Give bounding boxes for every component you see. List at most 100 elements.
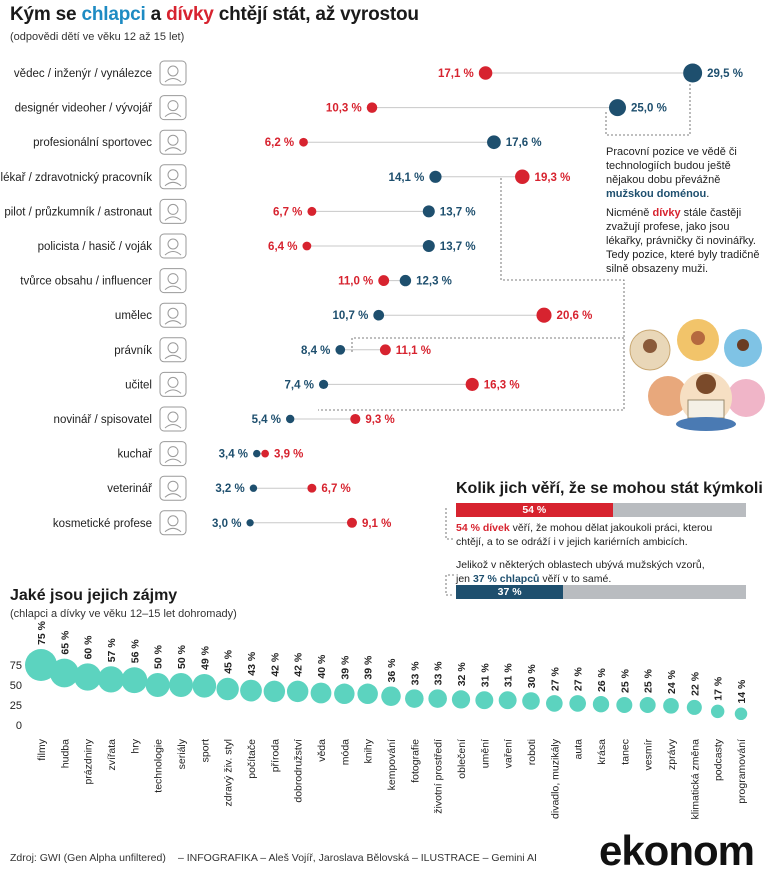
boys-dot xyxy=(318,379,329,390)
interest-value-label: 32 % xyxy=(456,662,468,687)
boys-belief-text: Jelikož v některých oblastech ubývá mužs… xyxy=(456,559,705,585)
category-label: profesionální sportovec xyxy=(33,137,152,149)
girls-value-label: 11,1 % xyxy=(396,345,431,357)
interest-category-label: vesmír xyxy=(643,738,655,770)
category-label: vědec / inženýr / vynálezce xyxy=(14,68,152,80)
interest-value-label: 25 % xyxy=(643,668,655,693)
girls-value-label: 16,3 % xyxy=(484,379,520,391)
boys-value-label: 3,0 % xyxy=(212,518,241,530)
interest-category-label: hry xyxy=(129,738,141,753)
interest-category-label: knihy xyxy=(363,738,375,763)
girls-dot xyxy=(346,517,357,528)
interest-bubble xyxy=(546,695,563,712)
interests-title: Jaké jsou jejich zájmy xyxy=(10,587,178,604)
airplane-icon xyxy=(159,198,187,224)
interest-value-label: 27 % xyxy=(549,666,561,691)
girls-belief-track: 54 % xyxy=(456,503,746,517)
boys-dot xyxy=(487,135,501,150)
category-label: učitel xyxy=(125,379,152,391)
girls-dot xyxy=(478,66,493,80)
y-tick-label: 25 xyxy=(10,700,22,712)
interest-bubble xyxy=(145,673,170,697)
boys-dot xyxy=(429,170,442,183)
interest-value-label: 65 % xyxy=(59,630,71,655)
category-label: tvůrce obsahu / influencer xyxy=(20,276,152,288)
interest-bubble xyxy=(522,692,540,710)
boys-dot xyxy=(609,99,626,117)
interest-bubble xyxy=(357,683,378,705)
gamepad-icon xyxy=(159,95,187,121)
boys-value-label: 10,7 % xyxy=(333,310,369,322)
girls-dot xyxy=(515,169,530,185)
music-notes-icon xyxy=(159,302,187,328)
chef-icon xyxy=(159,441,187,467)
girls-dot xyxy=(299,137,308,147)
boys-value-label: 5,4 % xyxy=(252,414,281,426)
doctor-icon xyxy=(159,164,187,190)
interest-category-label: kempování xyxy=(386,739,398,790)
boys-value-label: 14,1 % xyxy=(389,172,425,184)
interest-category-label: technologie xyxy=(153,739,165,793)
title-boys-word: chlapci xyxy=(81,4,146,25)
interest-category-label: prázdniny xyxy=(83,738,95,784)
category-label: lékař / zdravotnický pracovník xyxy=(1,172,153,184)
interest-category-label: sport xyxy=(199,739,211,762)
girls-dot xyxy=(378,275,390,287)
interest-category-label: vaření xyxy=(503,739,515,768)
journalist-icon xyxy=(159,406,187,432)
interest-bubble xyxy=(97,666,125,693)
boys-value-label: 12,3 % xyxy=(416,276,452,288)
interest-value-label: 42 % xyxy=(293,652,305,677)
connector-line-boys xyxy=(445,574,454,596)
boys-dot xyxy=(422,205,435,218)
category-label: kosmetické profese xyxy=(53,518,152,530)
main-title: Kým se chlapci a dívky chtějí stát, až v… xyxy=(10,4,419,25)
interest-bubble xyxy=(734,707,748,721)
children-illustration xyxy=(629,319,765,431)
interest-bubble xyxy=(74,663,102,691)
boys-dot xyxy=(373,309,385,321)
boys-dot xyxy=(683,63,703,83)
interest-bubble xyxy=(498,691,517,710)
girls-value-label: 6,7 % xyxy=(321,483,350,495)
interest-value-label: 42 % xyxy=(269,652,281,677)
girls-value-label: 10,3 % xyxy=(326,103,362,115)
career-dumbbell-chart: vědec / inženýr / vynálezce 29,5 % 17,1 % d… xyxy=(1,60,743,536)
category-label: kuchař xyxy=(117,449,153,461)
interest-value-label: 24 % xyxy=(666,669,678,694)
interest-value-label: 33 % xyxy=(409,661,421,686)
interest-bubble xyxy=(310,682,332,704)
scales-icon xyxy=(159,337,187,363)
interest-bubble xyxy=(263,680,286,703)
interest-category-label: oblečení xyxy=(456,739,468,779)
girls-dot xyxy=(261,449,269,458)
interest-category-label: zdravý živ. styl xyxy=(223,739,235,806)
interest-value-label: 25 % xyxy=(619,668,631,693)
interest-category-label: příroda xyxy=(269,739,281,772)
boys-dot xyxy=(246,519,254,527)
interest-value-label: 45 % xyxy=(223,649,235,674)
interest-bubble xyxy=(334,683,355,705)
interest-bubble xyxy=(216,677,239,701)
interest-bubble xyxy=(240,679,262,702)
interest-value-label: 40 % xyxy=(316,654,328,679)
interest-value-label: 26 % xyxy=(596,667,608,692)
boys-dot xyxy=(335,344,346,355)
y-tick-label: 75 xyxy=(10,660,22,672)
category-label: policista / hasič / voják xyxy=(38,241,153,253)
interest-category-label: klimatická změna xyxy=(689,739,701,820)
interests-bubble-chart: 0 25 50 75 75 % filmy 65 % hudba 60 % prázdniny 57… xyxy=(10,620,748,820)
paw-icon xyxy=(159,475,187,501)
interest-bubble xyxy=(686,699,702,715)
interest-value-label: 31 % xyxy=(479,663,491,688)
girls-dot xyxy=(307,483,317,493)
interest-category-label: móda xyxy=(339,739,351,765)
boys-dot xyxy=(253,449,261,458)
girls-dot xyxy=(307,206,317,216)
interest-value-label: 50 % xyxy=(176,644,188,669)
girls-value-label: 6,7 % xyxy=(273,206,302,218)
interest-bubble xyxy=(616,697,633,713)
interest-category-label: auta xyxy=(573,739,585,760)
boys-value-label: 29,5 % xyxy=(707,68,743,80)
girls-dot xyxy=(465,377,479,391)
